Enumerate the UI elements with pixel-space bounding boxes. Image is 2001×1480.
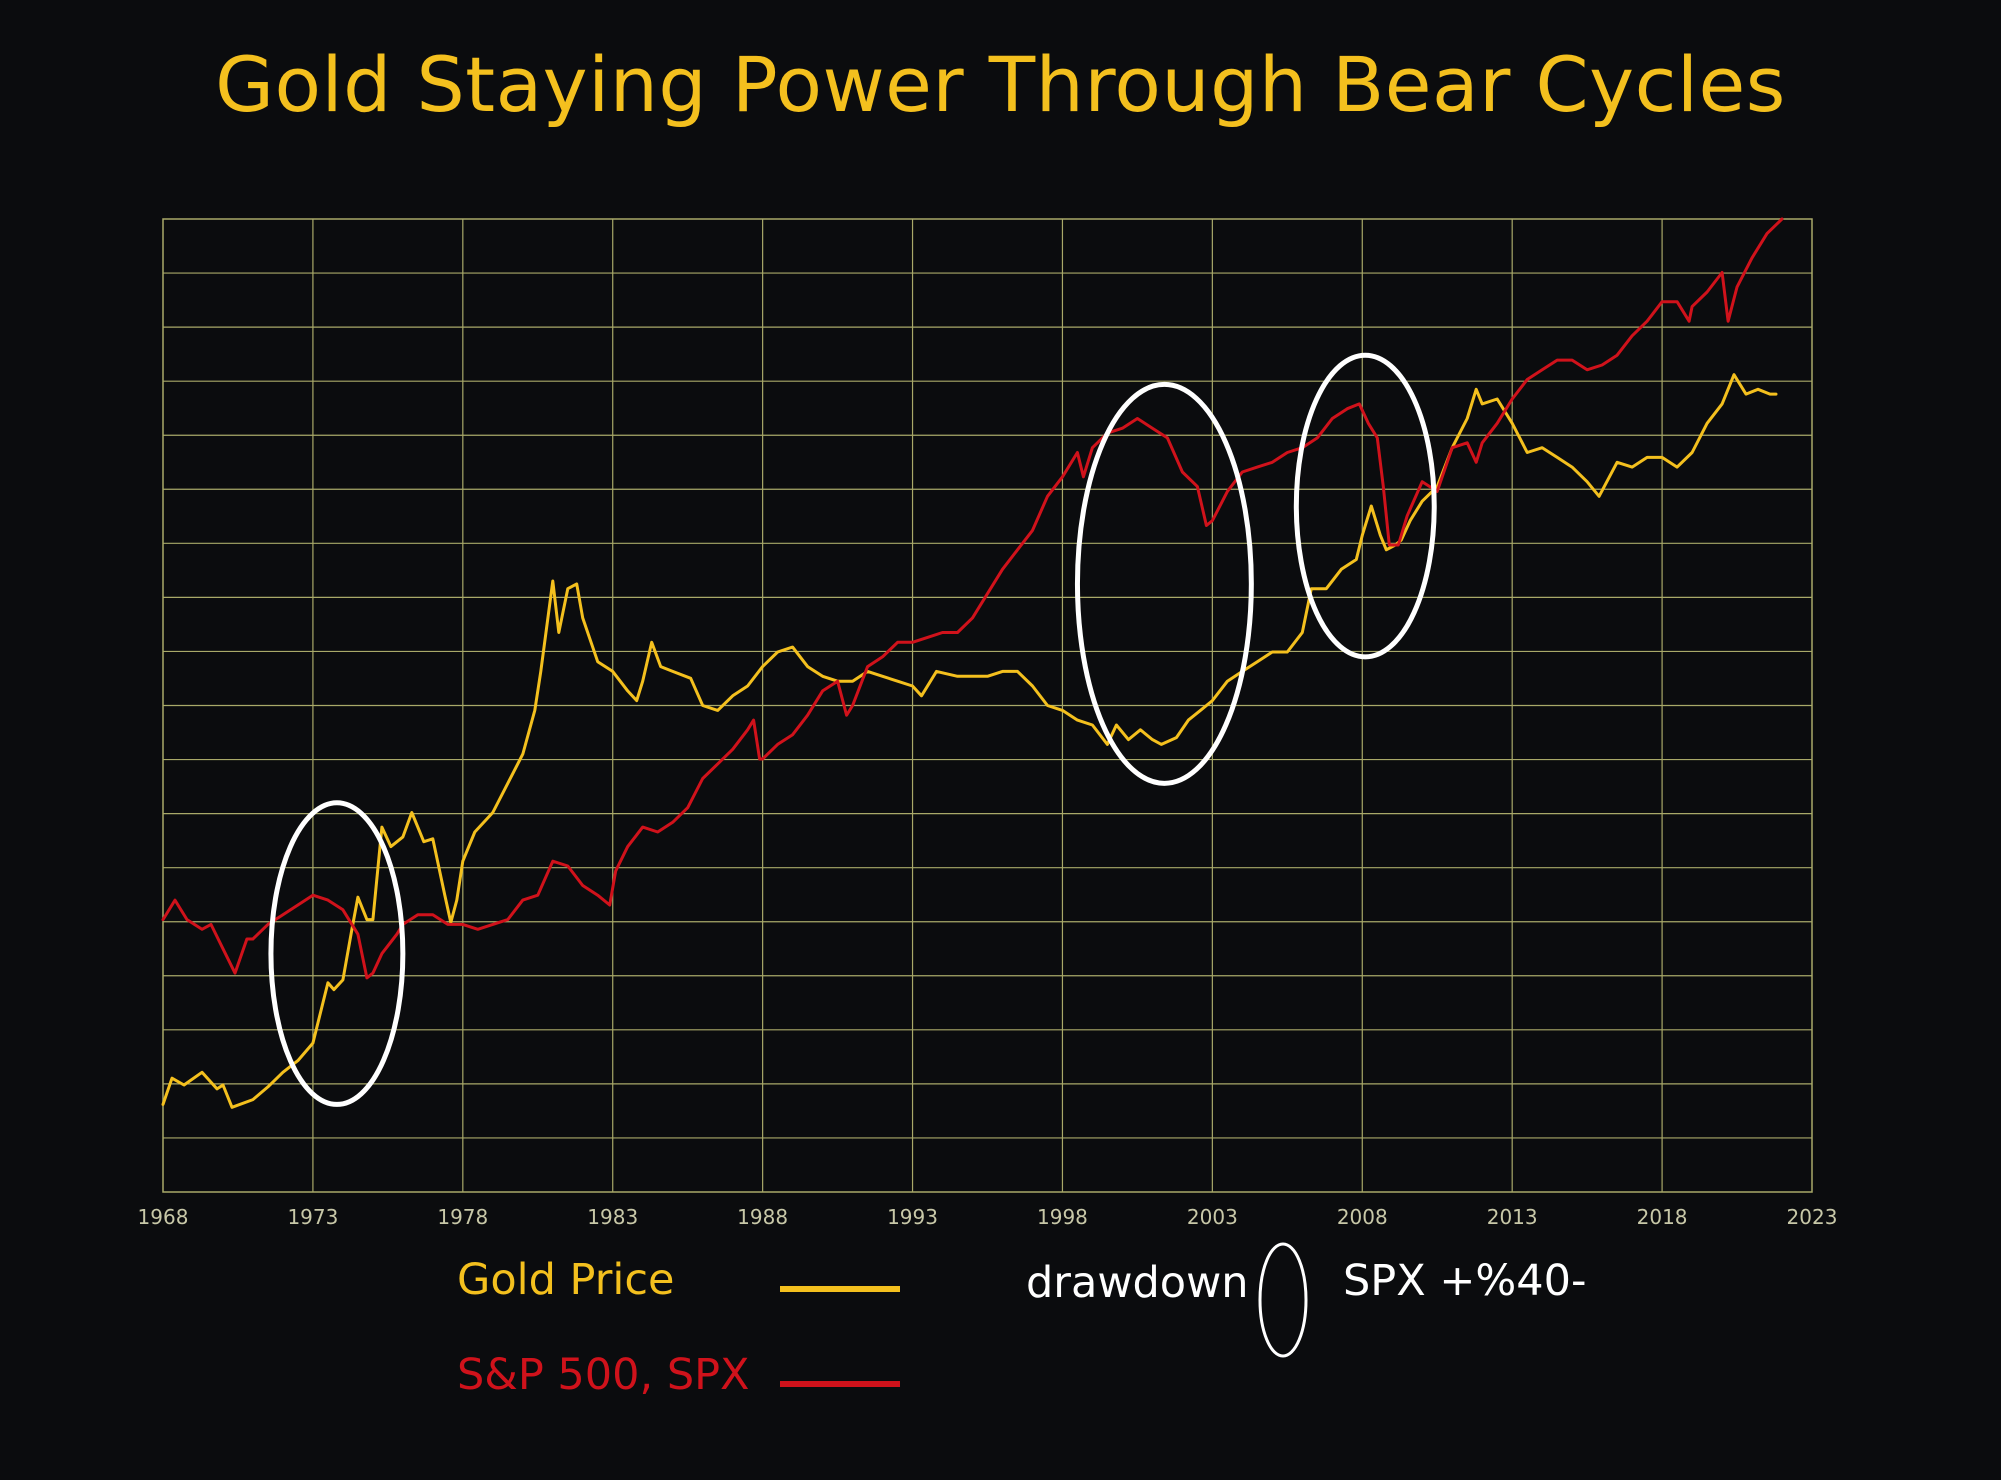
x-tick-label-2018: 2018: [1637, 1205, 1688, 1229]
x-tick-label-1973: 1973: [287, 1205, 338, 1229]
legend-spx-label: S&P 500, SPX: [457, 1350, 750, 1400]
legend-gold-swatch: [780, 1286, 900, 1292]
x-tick-label-2003: 2003: [1187, 1205, 1238, 1229]
x-tick-label-1968: 1968: [138, 1205, 189, 1229]
legend-drawdown-marker-label: SPX +%40-: [1343, 1256, 1587, 1306]
legend-gold-label: Gold Price: [457, 1255, 675, 1305]
legend-drawdown-ellipse: [1258, 1242, 1308, 1358]
x-tick-label-1998: 1998: [1037, 1205, 1088, 1229]
drawdown-highlights: [268, 352, 1437, 1107]
chart-title: Gold Staying Power Through Bear Cycles: [215, 40, 1786, 129]
x-tick-label-2013: 2013: [1487, 1205, 1538, 1229]
x-tick-labels: 1968 1973 1978 1983 1988 1993 1998 2003 2008 2013…: [138, 1205, 1838, 1229]
grid-lines: [162, 218, 1813, 1193]
drawdown-ellipse-0: [268, 800, 406, 1107]
drawdown-ellipse-2: [1293, 352, 1437, 660]
legend-drawdown-label: drawdown: [1026, 1258, 1249, 1308]
x-tick-label-2023: 2023: [1787, 1205, 1838, 1229]
x-tick-label-1983: 1983: [587, 1205, 638, 1229]
legend-spx-swatch: [780, 1381, 900, 1387]
series-lines: [161, 217, 1784, 1109]
series-line-0: [161, 373, 1778, 1109]
x-tick-label-1993: 1993: [887, 1205, 938, 1229]
series-line-1: [161, 217, 1784, 980]
drawdown-ellipse-1: [1074, 381, 1254, 786]
x-tick-label-1988: 1988: [737, 1205, 788, 1229]
x-tick-label-1978: 1978: [437, 1205, 488, 1229]
x-tick-label-2008: 2008: [1337, 1205, 1388, 1229]
